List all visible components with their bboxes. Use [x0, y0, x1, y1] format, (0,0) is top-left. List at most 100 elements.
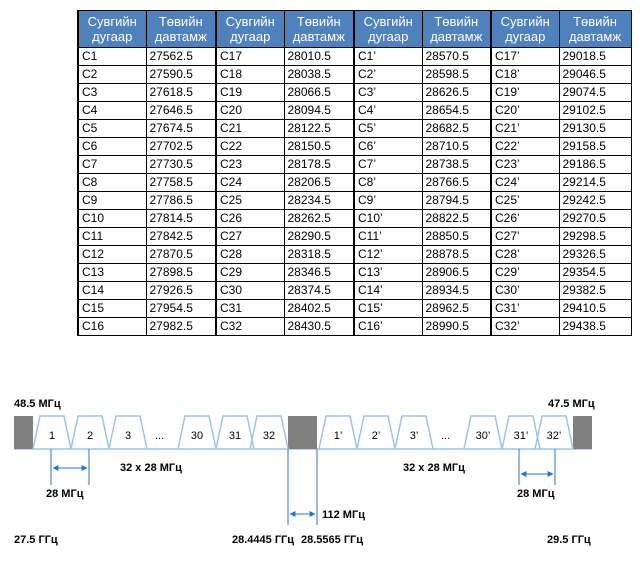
channel-number-cell: C21’ [490, 119, 560, 138]
channel-shape [356, 415, 396, 450]
header-channel-number: Сувгийн дугаар [77, 10, 147, 48]
center-frequency-cell: 28430.5 [283, 317, 355, 336]
header-center-frequency: Төвийн давтамж [421, 10, 492, 48]
spacing-right-label: 28 МГц [517, 488, 555, 500]
center-frequency-cell: 29214.5 [558, 173, 632, 192]
center-frequency-cell: 27954.5 [145, 299, 217, 318]
center-frequency-cell: 28290.5 [283, 227, 355, 246]
channel-number-cell: C5 [77, 119, 147, 138]
channel-label: 2 [87, 430, 93, 442]
table-row: C6 27702.5 C22 28150.5 C6’ 28710.5 C22’ 29158.5 [77, 137, 632, 156]
channel-label: 32’ [547, 430, 562, 442]
channel-group-lower: 1 2 3... 30 31 32 [32, 415, 289, 450]
center-frequency-cell: 29382.5 [558, 281, 632, 300]
channel-number-cell: C22 [215, 137, 285, 156]
channel-plan-diagram: 1 2 3... 30 31 32 1’ 2’ 3’... 30’ 31’ 32’ 48.5 МГц… [14, 398, 595, 546]
center-frequency-cell: 27870.5 [145, 245, 217, 264]
table-row: C2 27590.5 C18 28038.5 C2’ 28598.5 C18’ 29046.5 [77, 65, 632, 84]
channel-number-cell: C5’ [353, 119, 423, 138]
center-frequency-cell: 28850.5 [421, 227, 492, 246]
freq-start-label: 27.5 ГГц [14, 534, 58, 546]
center-frequency-cell: 27562.5 [145, 47, 217, 66]
center-frequency-cell: 28962.5 [421, 299, 492, 318]
center-frequency-cell: 27674.5 [145, 119, 217, 138]
center-frequency-cell: 28066.5 [283, 83, 355, 102]
frequency-table: Сувгийн дугаар Төвийн давтамж Сувгийн дугаа… [77, 10, 632, 336]
channel-number-cell: C28 [215, 245, 285, 264]
header-center-frequency: Төвийн давтамж [145, 10, 217, 48]
header-channel-number: Сувгийн дугаар [490, 10, 560, 48]
channel-number-cell: C14’ [353, 281, 423, 300]
center-frequency-cell: 28094.5 [283, 101, 355, 120]
span-left-label: 32 x 28 МГц [120, 462, 182, 474]
table-row: C10 27814.5 C26 28262.5 C10’ 28822.5 C26’ 29270… [77, 209, 632, 228]
table-row: C3 27618.5 C19 28066.5 C3’ 28626.5 C19’ 29074.5 [77, 83, 632, 102]
center-frequency-cell: 28122.5 [283, 119, 355, 138]
center-frequency-cell: 27618.5 [145, 83, 217, 102]
center-frequency-cell: 28178.5 [283, 155, 355, 174]
channel-number-cell: C8’ [353, 173, 423, 192]
center-frequency-cell: 27758.5 [145, 173, 217, 192]
channel-number-cell: C18 [215, 65, 285, 84]
channel-number-cell: C19’ [490, 83, 560, 102]
channel-number-cell: C23 [215, 155, 285, 174]
center-frequency-cell: 27982.5 [145, 317, 217, 336]
table-row: C15 27954.5 C31 28402.5 C15’ 28962.5 C31’ 29410… [77, 299, 632, 318]
channel-number-cell: C26’ [490, 209, 560, 228]
channel-number-cell: C29 [215, 263, 285, 282]
channel-number-cell: C4 [77, 101, 147, 120]
channel-number-cell: C12 [77, 245, 147, 264]
table-row: C13 27898.5 C29 28346.5 C13’ 28906.5 C29’ 29354… [77, 263, 632, 282]
channel-number-cell: C12’ [353, 245, 423, 264]
center-frequency-cell: 29242.5 [558, 191, 632, 210]
channel-number-cell: C28’ [490, 245, 560, 264]
channel-ellipsis: ... [155, 430, 164, 442]
channel-number-cell: C23’ [490, 155, 560, 174]
channel-number-cell: C30’ [490, 281, 560, 300]
channel-number-cell: C2’ [353, 65, 423, 84]
center-frequency-cell: 27786.5 [145, 191, 217, 210]
channel-shape [463, 415, 503, 450]
freq-mid-right-label: 28.5565 ГГц [301, 534, 363, 546]
channel-number-cell: C31’ [490, 299, 560, 318]
center-frequency-cell: 28934.5 [421, 281, 492, 300]
channel-number-cell: C17’ [490, 47, 560, 66]
guard-band-right [573, 416, 592, 449]
channel-number-cell: C4’ [353, 101, 423, 120]
channel-group-upper: 1’ 2’ 3’... 30’ 31’ 32’ [318, 415, 574, 450]
channel-number-cell: C9’ [353, 191, 423, 210]
channel-number-cell: C18’ [490, 65, 560, 84]
header-center-frequency: Төвийн давтамж [558, 10, 632, 48]
channel-number-cell: C8 [77, 173, 147, 192]
channel-shape [318, 415, 358, 450]
center-frequency-cell: 28570.5 [421, 47, 492, 66]
center-frequency-cell: 27898.5 [145, 263, 217, 282]
center-frequency-cell: 29410.5 [558, 299, 632, 318]
channel-number-cell: C11 [77, 227, 147, 246]
center-frequency-cell: 28710.5 [421, 137, 492, 156]
channel-label: 1 [49, 430, 55, 442]
center-frequency-cell: 28150.5 [283, 137, 355, 156]
center-frequency-cell: 29270.5 [558, 209, 632, 228]
center-frequency-cell: 27926.5 [145, 281, 217, 300]
header-center-frequency: Төвийн давтамж [283, 10, 355, 48]
channel-number-cell: C13 [77, 263, 147, 282]
center-frequency-cell: 29074.5 [558, 83, 632, 102]
channel-label: 31 [229, 430, 241, 442]
channel-number-cell: C6 [77, 137, 147, 156]
table-row: C14 27926.5 C30 28374.5 C14’ 28934.5 C30’ 29382… [77, 281, 632, 300]
center-frequency-cell: 29158.5 [558, 137, 632, 156]
channel-number-cell: C20’ [490, 101, 560, 120]
channel-number-cell: C26 [215, 209, 285, 228]
center-frequency-cell: 28654.5 [421, 101, 492, 120]
center-frequency-cell: 29130.5 [558, 119, 632, 138]
guard-band-left [14, 416, 33, 449]
channel-shape [32, 415, 72, 450]
center-frequency-cell: 27646.5 [145, 101, 217, 120]
channel-number-cell: C17 [215, 47, 285, 66]
center-frequency-cell: 29298.5 [558, 227, 632, 246]
table-row: C16 27982.5 C32 28430.5 C16’ 28990.5 C32’ 29438… [77, 317, 632, 336]
channel-shape [108, 415, 148, 450]
channel-number-cell: C32 [215, 317, 285, 336]
center-frequency-cell: 27814.5 [145, 209, 217, 228]
